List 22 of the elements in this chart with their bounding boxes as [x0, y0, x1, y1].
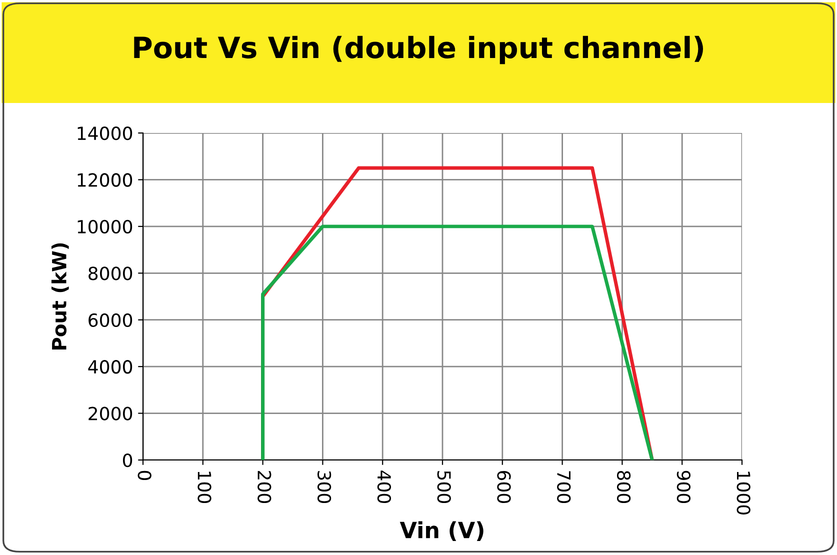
y-tick-label: 2000	[88, 406, 132, 420]
y-tick-label: 0	[122, 453, 132, 468]
y-tick-label: 4000	[88, 360, 132, 374]
y-tick-label: 10000	[78, 220, 132, 234]
x-tick-label: 900	[676, 470, 691, 503]
x-tick-label: 500	[437, 471, 451, 503]
x-tick-label: 700	[557, 471, 571, 503]
y-tick-label: 12000	[78, 173, 132, 187]
y-tick-label: 8000	[88, 266, 132, 280]
y-axis-title: Pout (kW)	[51, 243, 69, 350]
x-tick-label: 600	[497, 470, 511, 503]
x-tick-label: 800	[616, 470, 631, 503]
x-tick-label: 400	[377, 470, 392, 503]
x-axis-title: Vin (V)	[400, 521, 484, 542]
x-tick-label: 1000	[736, 472, 750, 514]
chart-title: Pout Vs Vin (double input channel)	[134, 36, 704, 64]
x-tick-label: 0	[138, 470, 152, 480]
x-tick-label: 300	[317, 471, 332, 503]
y-tick-label: 14000	[78, 126, 132, 140]
x-tick-label: 100	[198, 472, 212, 503]
y-tick-label: 6000	[88, 313, 132, 327]
x-tick-label: 200	[258, 471, 272, 503]
